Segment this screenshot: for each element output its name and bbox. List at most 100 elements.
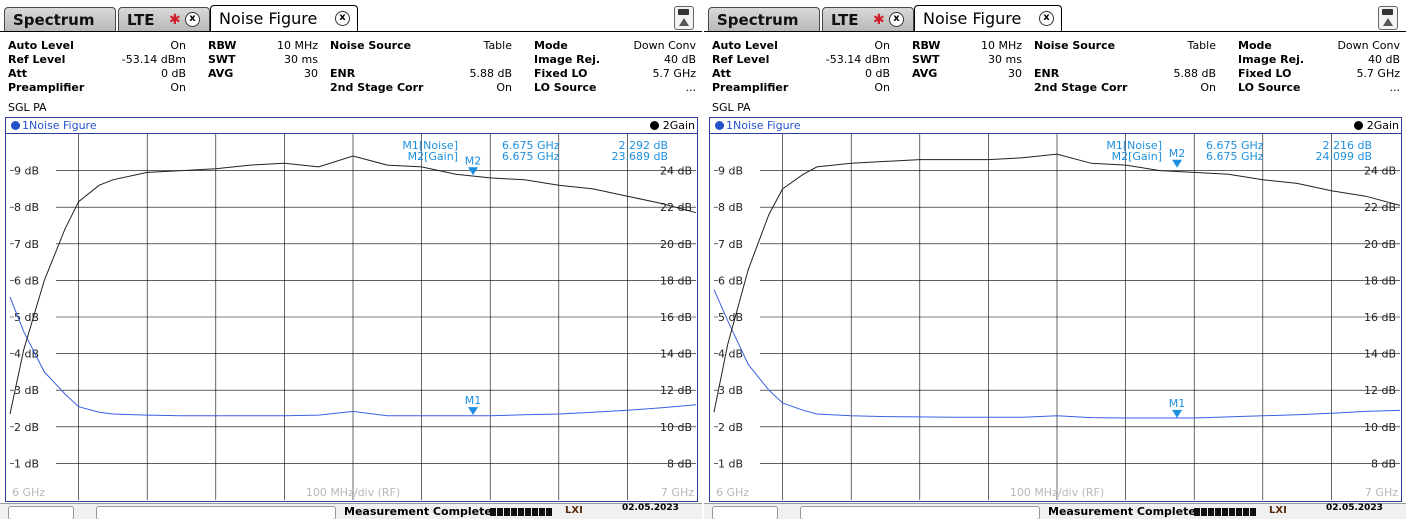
rbw-label: RBW	[208, 39, 237, 52]
lxi-logo-icon: LXI	[565, 505, 583, 516]
analyzer-panel-left: Spectrum LTE ✱ x Noise Figure x Auto Lev…	[0, 0, 702, 519]
y-tick-label-right: 18 dB	[660, 274, 692, 287]
auto-level-label: Auto Level	[712, 39, 778, 52]
y-tick-label-left: 4 dB	[718, 348, 743, 361]
fixed-lo-value: 5.7 GHz	[1356, 67, 1400, 80]
trace1-label: 1Noise Figure	[22, 119, 97, 132]
y-tick-label-left: 2 dB	[718, 421, 743, 434]
close-icon[interactable]: x	[185, 12, 200, 27]
lo-source-value[interactable]: ...	[685, 81, 697, 94]
display-config-icon[interactable]	[1378, 6, 1398, 30]
tick-label-bg	[14, 420, 56, 433]
marker-readout-frequency: 6.675 GHz	[1206, 139, 1264, 152]
stage-corr-label: 2nd Stage Corr	[330, 81, 424, 94]
plot-area[interactable]: 9 dB 24 dB8 dB 22 dB7 dB 20 dB6 dB 18 dB5 dB…	[710, 118, 1401, 501]
preamp-value: On	[874, 81, 890, 94]
y-tick-label-right: 20 dB	[1364, 238, 1396, 251]
status-bar: Measurement Complete LXI 02.05.2023	[0, 503, 702, 519]
rbw-label: RBW	[912, 39, 941, 52]
rbw-value: 10 MHz	[276, 39, 318, 52]
y-tick-label-right: 10 dB	[660, 421, 692, 434]
trace2-label: 2Gain	[1366, 119, 1399, 132]
y-tick-label-left: 1 dB	[14, 457, 39, 470]
att-value: 0 dB	[160, 67, 186, 80]
att-label: Att	[712, 67, 732, 80]
graph-header: 1Noise Figure 2Gain	[710, 118, 1401, 134]
x-start-label: 6 GHz	[716, 486, 749, 499]
y-tick-label-right: 10 dB	[1364, 421, 1396, 434]
tick-label-bg	[14, 201, 56, 214]
y-tick-label-right: 24 dB	[1364, 165, 1396, 178]
marker-readout-name: M2[Gain]	[1112, 150, 1162, 163]
y-tick-label-right: 8 dB	[1371, 457, 1396, 470]
marker-readout-name: M1[Noise]	[402, 139, 458, 152]
tab-bar: Spectrum LTE ✱ x Noise Figure x	[0, 0, 702, 32]
marker-readout-value: 23.689 dB	[611, 150, 668, 163]
y-tick-label-right: 24 dB	[660, 165, 692, 178]
trace1-label: 1Noise Figure	[726, 119, 801, 132]
date-label: 02.05.2023	[1326, 503, 1383, 513]
tab-bar: Spectrum LTE ✱ x Noise Figure x	[704, 0, 1406, 32]
lo-source-value[interactable]: ...	[1389, 81, 1401, 94]
swt-label: SWT	[208, 53, 236, 66]
display-config-icon[interactable]	[674, 6, 694, 30]
tick-label-bg	[718, 164, 760, 177]
tab-spectrum[interactable]: Spectrum	[708, 7, 820, 31]
y-tick-label-right: 18 dB	[1364, 274, 1396, 287]
tab-noise-figure[interactable]: Noise Figure x	[210, 5, 358, 32]
trace1-dot-icon	[11, 121, 20, 130]
tick-label-bg	[718, 457, 760, 470]
close-icon[interactable]: x	[1039, 11, 1054, 26]
close-icon[interactable]: x	[889, 12, 904, 27]
status-bar: Measurement Complete LXI 02.05.2023	[704, 503, 1406, 519]
plot-area[interactable]: 9 dB 24 dB8 dB 22 dB7 dB 20 dB6 dB 18 dB5 dB…	[6, 118, 697, 501]
preamp-label: Preamplifier	[712, 81, 789, 94]
y-tick-label-right: 22 dB	[1364, 201, 1396, 214]
mode-value: Down Conv	[633, 39, 696, 52]
graph-header: 1Noise Figure 2Gain	[6, 118, 697, 134]
att-label: Att	[8, 67, 28, 80]
tick-label-bg	[14, 237, 56, 250]
sweep-mode-label: SGL PA	[8, 101, 47, 114]
y-tick-label-left: 2 dB	[14, 421, 39, 434]
status-text: Measurement Complete	[1048, 505, 1196, 518]
marker-readout-value: 24.099 dB	[1315, 150, 1372, 163]
mode-label: Mode	[534, 39, 568, 52]
marker-readout-value: 2.292 dB	[618, 139, 668, 152]
marker-readout-frequency: 6.675 GHz	[502, 150, 560, 163]
tick-label-bg	[14, 311, 56, 323]
marker-m1-icon	[1172, 409, 1183, 418]
tab-lte[interactable]: LTE ✱ x	[118, 7, 210, 31]
noise-source-label: Noise Source	[330, 39, 412, 52]
status-field	[800, 506, 1040, 519]
graph-window[interactable]: 1Noise Figure 2Gain 9 dB 24 dB 8 dB 22 dB 7 …	[709, 117, 1402, 502]
graph-window[interactable]: 1Noise Figure 2Gain 9 dB 24 dB 8 dB 22 dB 7 …	[5, 117, 698, 502]
tab-underline	[0, 31, 702, 32]
asterisk-icon: ✱	[169, 12, 181, 28]
tab-spectrum[interactable]: Spectrum	[4, 7, 116, 31]
sweep-mode-label: SGL PA	[712, 101, 751, 114]
y-tick-label-right: 16 dB	[1364, 311, 1396, 324]
marker-m1-label: M1	[465, 394, 482, 407]
mode-label: Mode	[1238, 39, 1272, 52]
ref-level-value: -53.14 dBm	[825, 53, 890, 66]
ref-level-label: Ref Level	[712, 53, 770, 66]
y-tick-label-left: 9 dB	[14, 165, 39, 178]
y-tick-label-right: 20 dB	[660, 238, 692, 251]
y-tick-label-right: 14 dB	[660, 348, 692, 361]
tab-noise-figure[interactable]: Noise Figure x	[914, 5, 1062, 32]
marker-readout-name: M2[Gain]	[408, 150, 458, 163]
y-tick-label-left: 3 dB	[718, 384, 743, 397]
y-tick-label-left: 6 dB	[718, 274, 743, 287]
marker-readout-name: M1[Noise]	[1106, 139, 1162, 152]
marker-m1-icon	[468, 407, 479, 416]
image-rej-value: 40 dB	[663, 53, 696, 66]
marker-readout-frequency: 6.675 GHz	[1206, 150, 1264, 163]
tab-lte[interactable]: LTE ✱ x	[822, 7, 914, 31]
tick-label-bg	[14, 384, 56, 397]
swt-value: 30 ms	[988, 53, 1022, 66]
preamp-value: On	[170, 81, 186, 94]
noise-source-value: Table	[483, 39, 512, 52]
tab-spectrum-label: Spectrum	[717, 11, 799, 29]
close-icon[interactable]: x	[335, 11, 350, 26]
